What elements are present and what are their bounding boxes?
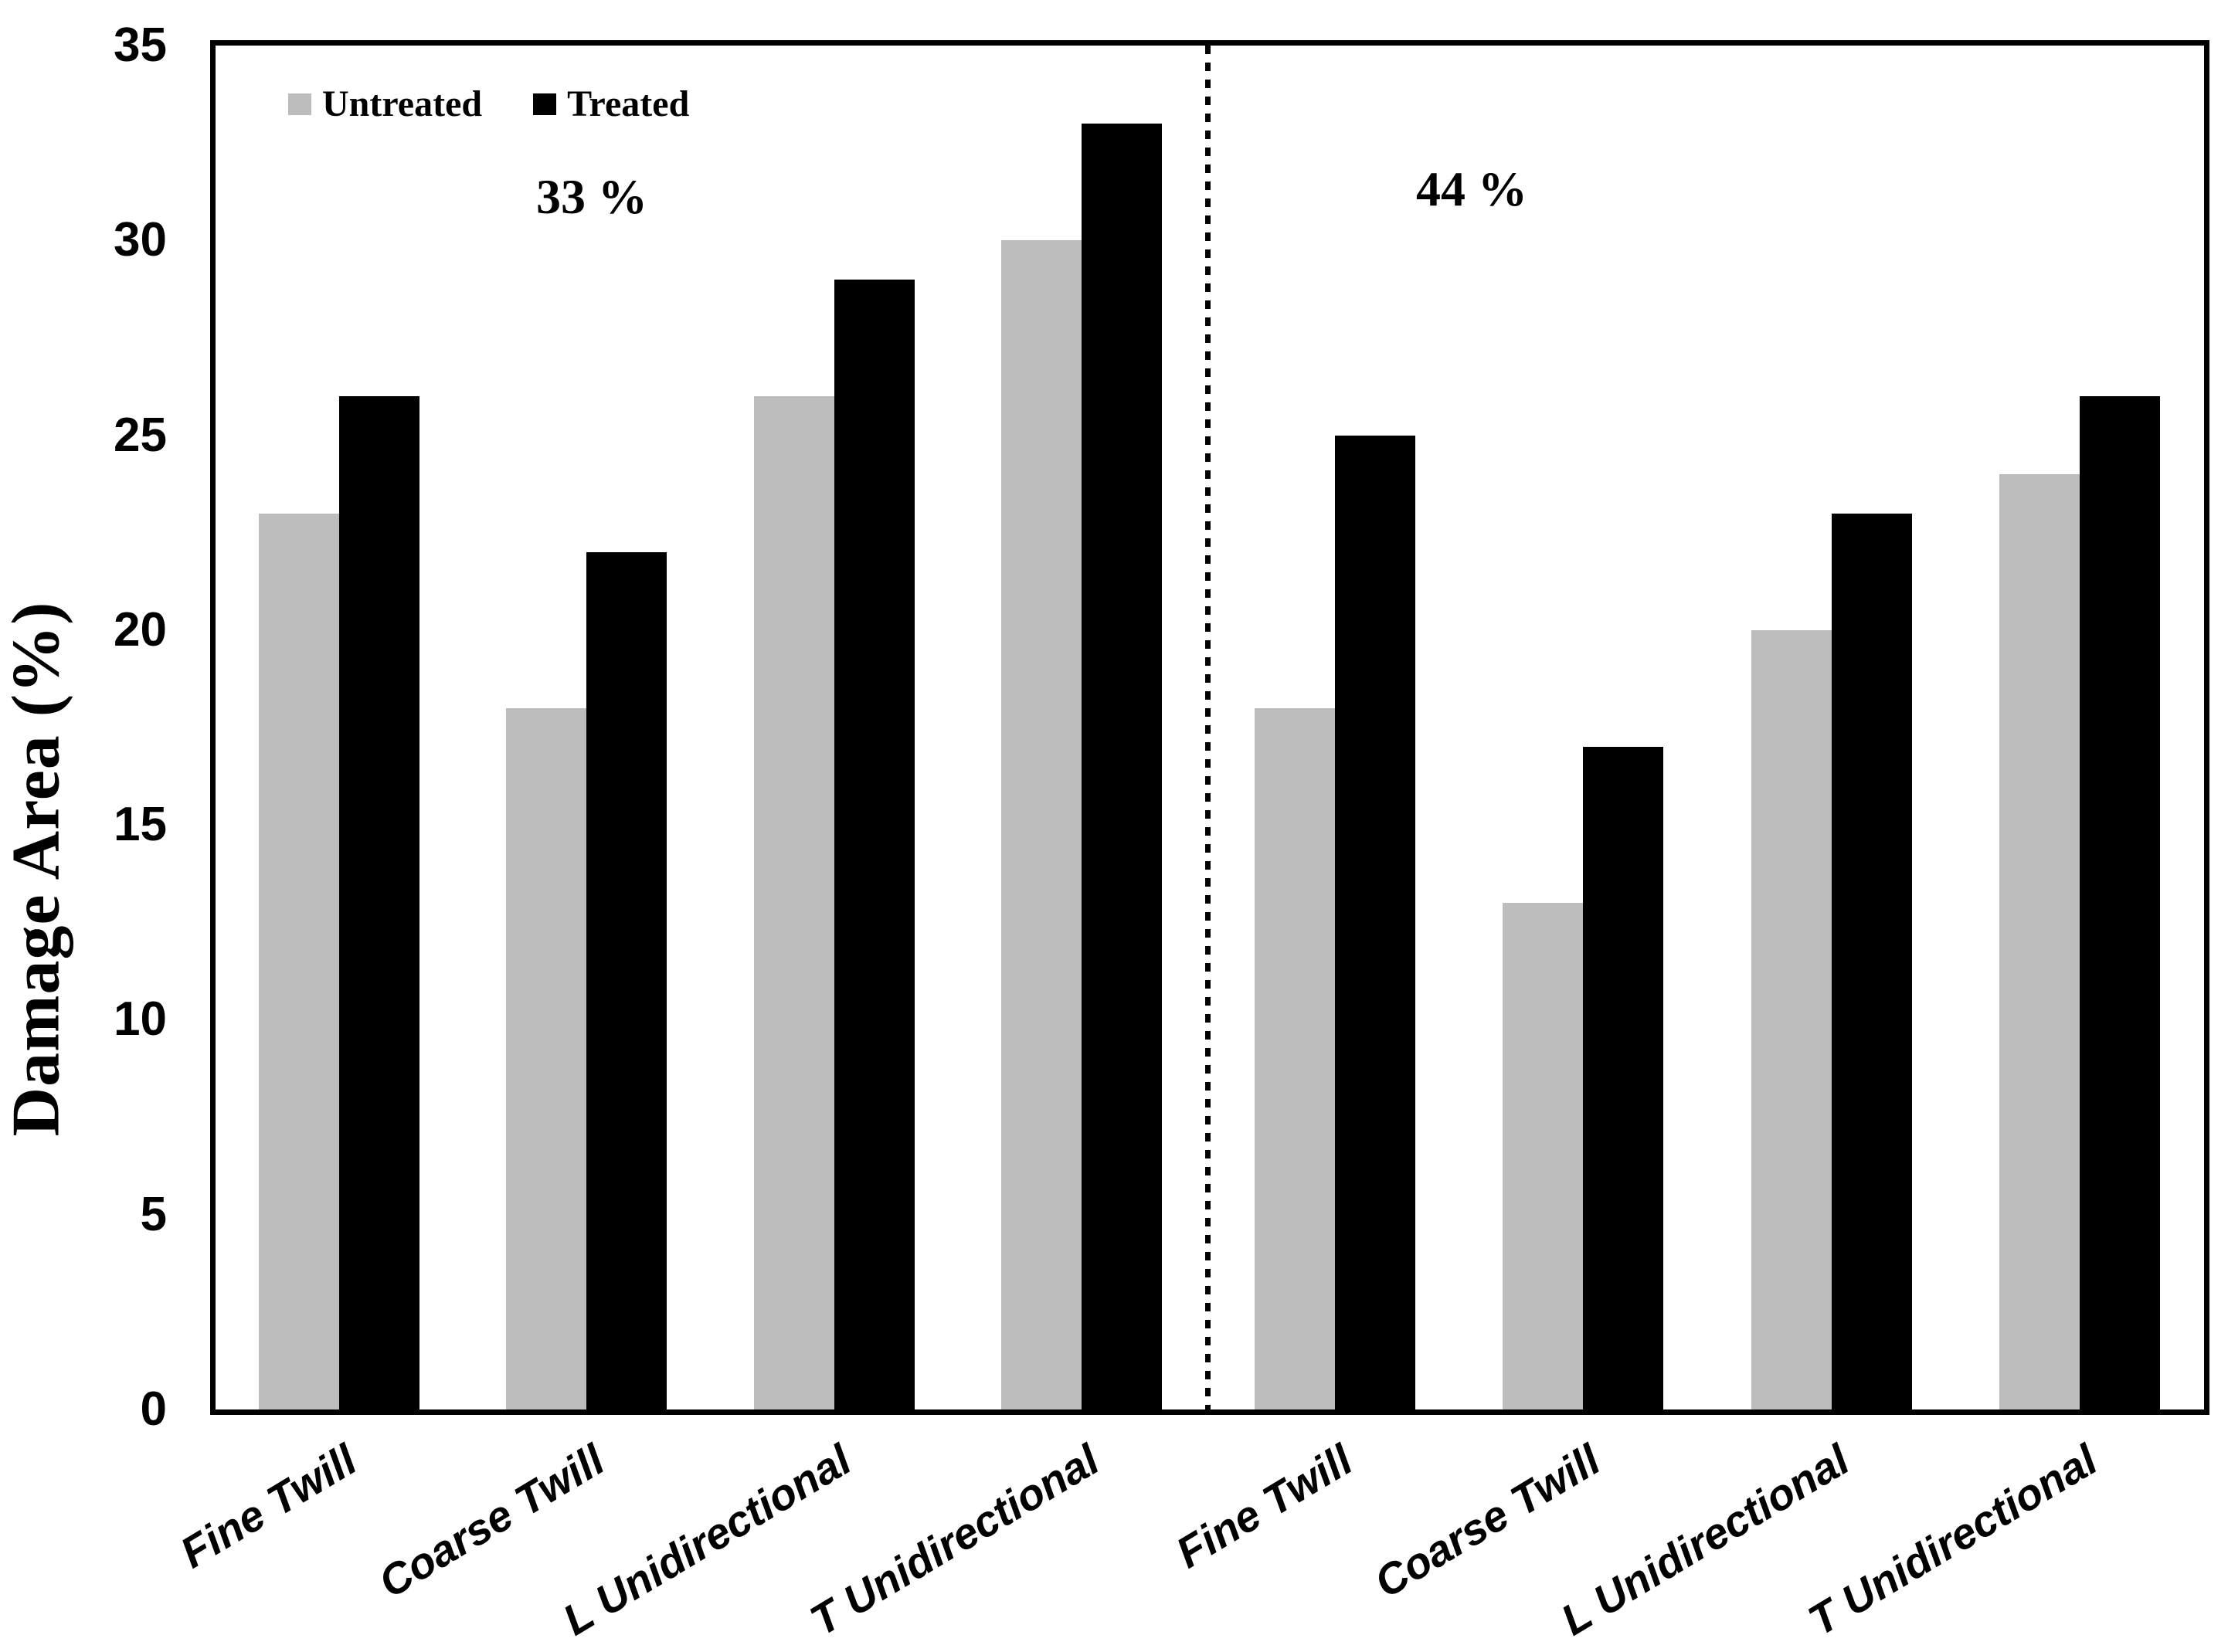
legend-swatch-untreated-icon [288, 93, 311, 115]
bar-group: T Unidirectional [802, 46, 1162, 1645]
y-tick-label: 35 [114, 19, 167, 72]
bar-group: Coarse Twill [370, 46, 667, 1607]
bar-treated [834, 279, 915, 1409]
y-axis-title: Damage Area (%) [0, 601, 74, 1137]
bar-treated [1583, 747, 1664, 1409]
annotation-right-section: 44 % [1416, 161, 1527, 216]
bar-untreated [1751, 629, 1832, 1409]
legend: Untreated Treated [288, 83, 689, 126]
bar-group: Fine Twill [172, 46, 420, 1577]
bar-group: L Unidirectional [1552, 46, 1912, 1644]
bar-group: L Unidirectional [555, 46, 915, 1644]
bar-treated [586, 551, 667, 1409]
chart-section-left: Fine Twill Coarse Twill L Unidirectional T … [172, 46, 1205, 1645]
bar-treated [1831, 513, 1912, 1409]
plot-area: Untreated Treated 33 % 44 % Fine Twill Co… [172, 40, 2209, 1645]
bar-group: T Unidirectional [1800, 46, 2161, 1645]
y-tick-label: 0 [140, 1382, 167, 1436]
category-label: Fine Twill [1167, 1434, 1360, 1578]
legend-item-treated: Treated [533, 83, 689, 126]
y-tick-label: 25 [114, 408, 167, 462]
bar-treated [339, 396, 420, 1409]
bar-group: Fine Twill [1167, 46, 1415, 1577]
bar-treated [1081, 123, 1162, 1409]
bar-untreated [259, 513, 340, 1409]
y-tick-label: 30 [114, 213, 167, 267]
bar-treated [2080, 396, 2161, 1409]
bar-untreated [1999, 474, 2080, 1409]
chart-section-right: Fine Twill Coarse Twill L Unidirectional T … [1167, 46, 2204, 1645]
bar-group: Coarse Twill [1367, 46, 1664, 1607]
bar-untreated [1000, 240, 1082, 1409]
section-divider [1205, 46, 1211, 1409]
legend-item-untreated: Untreated [288, 83, 482, 126]
bar-untreated [1254, 707, 1335, 1409]
legend-label-untreated: Untreated [322, 83, 483, 124]
bar-treated [1334, 435, 1415, 1409]
bar-untreated [506, 707, 587, 1409]
annotation-left-section: 33 % [536, 169, 647, 224]
category-label: Coarse Twill [1366, 1434, 1609, 1607]
legend-label-treated: Treated [567, 83, 690, 124]
bar-untreated [1503, 903, 1584, 1409]
y-tick-label: 5 [140, 1187, 167, 1241]
category-label: Coarse Twill [369, 1434, 613, 1607]
category-label: Fine Twill [172, 1434, 365, 1578]
legend-swatch-treated-icon [533, 93, 557, 115]
bar-untreated [753, 396, 834, 1409]
